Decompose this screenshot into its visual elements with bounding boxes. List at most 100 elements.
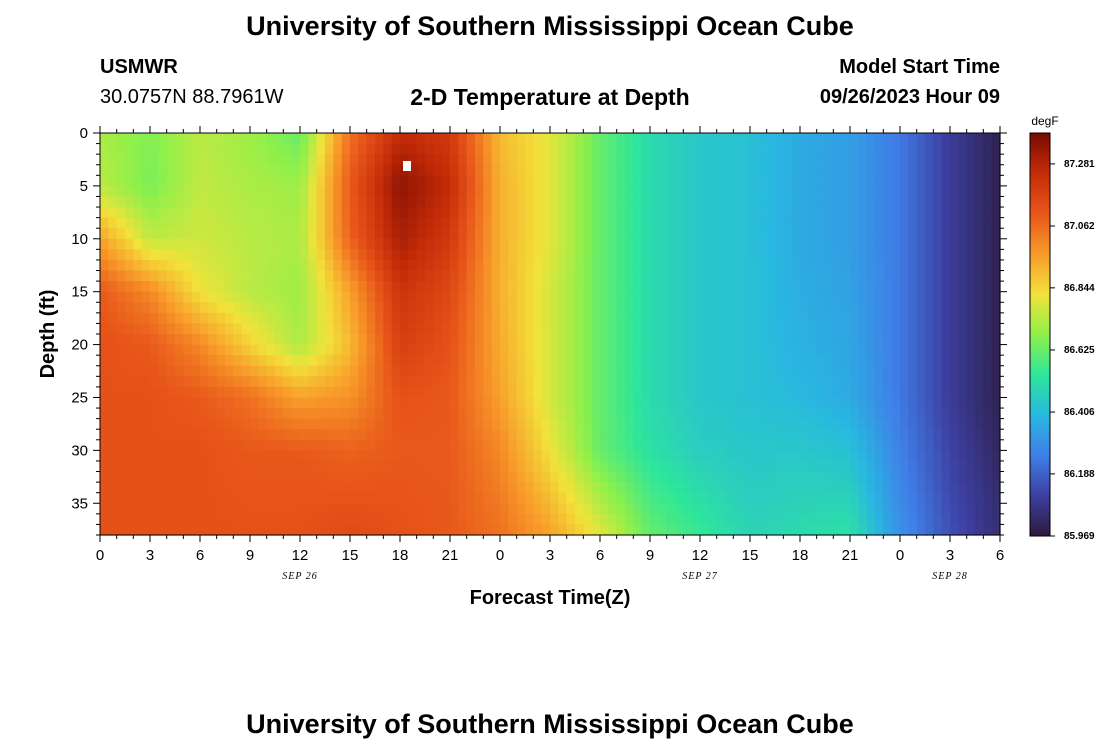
heatmap-cell: [325, 259, 334, 272]
heatmap-cell: [850, 376, 859, 388]
heatmap-cell: [808, 238, 818, 250]
heatmap-cell: [883, 312, 893, 325]
heatmap-cell: [966, 365, 976, 377]
heatmap-cell: [716, 524, 726, 536]
heatmap-cell: [783, 143, 793, 155]
heatmap-cell: [358, 323, 368, 335]
heatmap-cell: [383, 450, 393, 462]
heatmap-cell: [400, 355, 409, 367]
heatmap-cell: [625, 143, 634, 155]
heatmap-cell: [833, 238, 843, 250]
heatmap-cell: [433, 228, 443, 240]
heatmap-cell: [708, 376, 718, 388]
heatmap-cell: [491, 238, 501, 250]
heatmap-cell: [216, 164, 226, 176]
heatmap-cell: [400, 133, 409, 145]
heatmap-cell: [391, 228, 401, 240]
heatmap-cell: [750, 164, 759, 176]
heatmap-cell: [600, 270, 609, 282]
heatmap-cell: [375, 238, 384, 250]
heatmap-cell: [425, 217, 434, 229]
heatmap-cell: [300, 291, 309, 303]
heatmap-cell: [708, 143, 718, 155]
heatmap-cell: [975, 323, 984, 335]
heatmap-cell: [333, 460, 343, 473]
heatmap-cell: [608, 217, 618, 229]
heatmap-cell: [125, 355, 134, 367]
heatmap-cell: [908, 238, 918, 250]
heatmap-cell: [816, 386, 826, 399]
heatmap-cell: [683, 302, 693, 314]
heatmap-cell: [416, 524, 426, 536]
heatmap-cell: [808, 217, 818, 229]
heatmap-cell: [125, 418, 134, 430]
heatmap-cell: [600, 376, 609, 388]
heatmap-cell: [441, 249, 451, 261]
heatmap-cell: [441, 302, 451, 314]
heatmap-cell: [716, 249, 726, 261]
heatmap-cell: [658, 175, 668, 187]
heatmap-cell: [575, 471, 584, 483]
heatmap-cell: [783, 439, 793, 451]
heatmap-cell: [583, 492, 593, 504]
heatmap-cell: [975, 281, 984, 293]
heatmap-cell: [225, 418, 234, 430]
heatmap-cell: [133, 344, 143, 356]
heatmap-cell: [191, 418, 201, 430]
heatmap-cell: [700, 185, 709, 198]
heatmap-cell: [841, 249, 851, 261]
heatmap-cell: [933, 386, 943, 399]
heatmap-cell: [191, 302, 201, 314]
heatmap-cell: [658, 344, 668, 356]
heatmap-cell: [450, 513, 459, 526]
heatmap-cell: [416, 154, 426, 166]
heatmap-cell: [391, 439, 401, 451]
heatmap-cell: [975, 365, 984, 377]
heatmap-cell: [433, 259, 443, 272]
heatmap-cell: [100, 238, 109, 250]
heatmap-cell: [283, 471, 293, 483]
heatmap-cell: [991, 196, 1001, 208]
heatmap-cell: [691, 376, 701, 388]
heatmap-cell: [741, 196, 751, 208]
heatmap-cell: [450, 196, 459, 208]
heatmap-cell: [275, 429, 284, 441]
heatmap-cell: [750, 323, 759, 335]
heatmap-cell: [566, 302, 576, 314]
heatmap-cell: [283, 503, 293, 515]
heatmap-cell: [875, 164, 884, 176]
heatmap-cell: [283, 291, 293, 303]
heatmap-cell: [350, 154, 359, 166]
heatmap-cell: [483, 513, 493, 526]
heatmap-cell: [416, 386, 426, 399]
heatmap-cell: [600, 207, 609, 219]
heatmap-cell: [375, 217, 384, 229]
heatmap-cell: [758, 312, 768, 325]
heatmap-cell: [866, 175, 876, 187]
heatmap-cell: [166, 418, 176, 430]
heatmap-cell: [783, 154, 793, 166]
heatmap-cell: [625, 376, 634, 388]
heatmap-cell: [916, 196, 926, 208]
heatmap-cell: [608, 143, 618, 155]
heatmap-cell: [450, 164, 459, 176]
heatmap-cell: [641, 196, 651, 208]
heatmap-cell: [308, 175, 318, 187]
heatmap-cell: [108, 471, 118, 483]
heatmap-cell: [400, 312, 409, 325]
heatmap-cell: [533, 376, 543, 388]
heatmap-cell: [191, 249, 201, 261]
heatmap-cell: [825, 386, 834, 399]
heatmap-cell: [883, 196, 893, 208]
heatmap-cell: [400, 302, 409, 314]
heatmap-cell: [241, 207, 251, 219]
heatmap-cell: [858, 492, 868, 504]
heatmap-cell: [525, 323, 534, 335]
heatmap-cell: [516, 450, 526, 462]
heatmap-cell: [100, 281, 109, 293]
heatmap-cell: [800, 344, 809, 356]
heatmap-cell: [716, 302, 726, 314]
heatmap-cell: [858, 418, 868, 430]
heatmap-cell: [341, 450, 351, 462]
heatmap-cell: [141, 365, 151, 377]
